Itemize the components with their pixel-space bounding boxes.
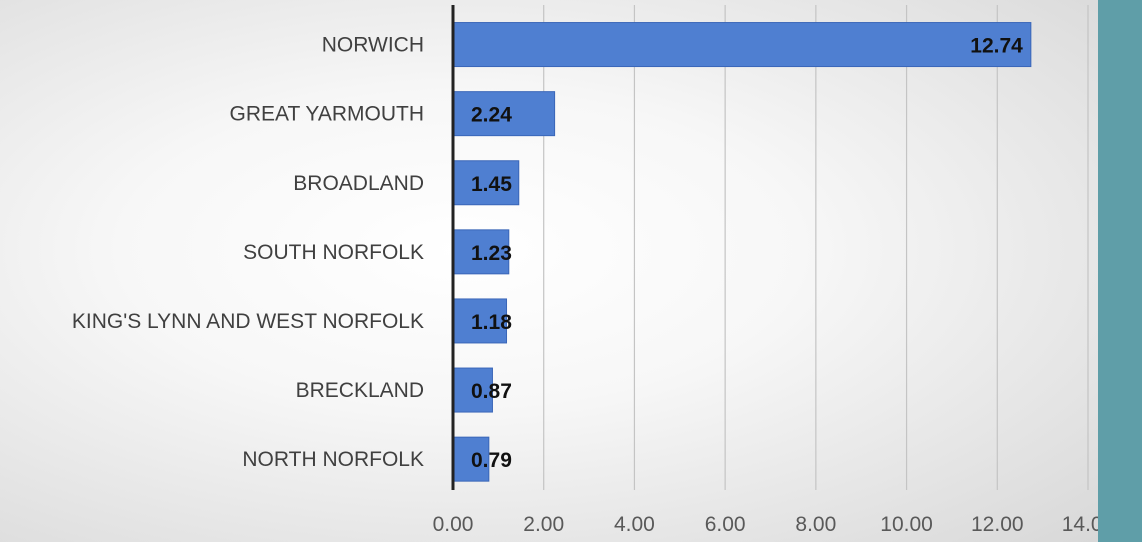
bar — [452, 160, 520, 206]
bar — [452, 436, 490, 482]
chart-panel: 0.00 2.00 4.00 6.00 8.00 10.00 12.00 14.00 NORWI… — [0, 0, 1098, 542]
bar — [452, 22, 1032, 68]
data-label: 0.79 — [471, 449, 512, 472]
category-label: GREAT YARMOUTH — [230, 103, 424, 126]
x-tick-label: 12.00 — [971, 513, 1024, 536]
x-tick-label: 6.00 — [705, 513, 746, 536]
data-label: 1.23 — [471, 242, 512, 265]
category-label: NORWICH — [322, 34, 424, 57]
bar — [452, 229, 510, 275]
bars — [452, 22, 1032, 482]
category-label: NORTH NORFOLK — [242, 448, 424, 471]
x-tick-label: 10.00 — [880, 513, 933, 536]
data-label: 1.45 — [471, 173, 512, 196]
data-label: 12.74 — [970, 35, 1023, 58]
gridlines — [543, 5, 1089, 490]
data-label: 0.87 — [471, 380, 512, 403]
bar — [452, 367, 493, 413]
data-label: 2.24 — [471, 104, 512, 127]
labels: 0.00 2.00 4.00 6.00 8.00 10.00 12.00 14.00 NORWI… — [72, 34, 1098, 536]
x-tick-label: 4.00 — [614, 513, 655, 536]
x-tick-label: 2.00 — [523, 513, 564, 536]
category-label: KING'S LYNN AND WEST NORFOLK — [72, 310, 424, 333]
x-tick-label: 14.00 — [1062, 513, 1098, 536]
category-label: BROADLAND — [293, 172, 424, 195]
data-label: 1.18 — [471, 311, 512, 334]
category-label: BRECKLAND — [296, 379, 424, 402]
x-tick-label: 8.00 — [795, 513, 836, 536]
bar-chart: 0.00 2.00 4.00 6.00 8.00 10.00 12.00 14.00 NORWI… — [72, 5, 1098, 536]
category-label: SOUTH NORFOLK — [243, 241, 424, 264]
x-tick-label: 0.00 — [433, 513, 474, 536]
